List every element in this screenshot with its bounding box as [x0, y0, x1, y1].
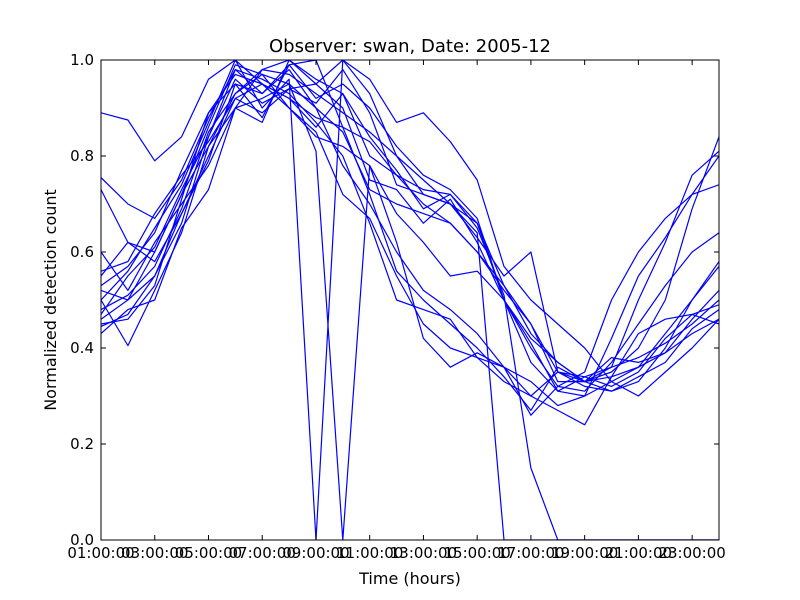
x-axis: 01:00:0003:00:0005:00:0007:00:0009:00:00… [67, 60, 726, 562]
series-line-4 [101, 83, 719, 416]
series-line-3 [101, 73, 719, 407]
x-tick-label-8: 15:00:00 [443, 544, 510, 562]
y-tick-label-6: 1.0 [70, 51, 94, 69]
series-line-8 [101, 64, 719, 426]
y-tick-label-4: 0.6 [70, 243, 94, 261]
x-tick-label-10: 19:00:00 [551, 544, 618, 562]
series-line-15 [101, 73, 719, 540]
y-tick-label-3: 0.4 [70, 339, 94, 357]
series-line-13 [101, 60, 719, 540]
x-tick-label-6: 11:00:00 [336, 544, 403, 562]
y-tick-label-5: 0.8 [70, 147, 94, 165]
x-tick-label-5: 09:00:00 [282, 544, 349, 562]
series-line-9 [101, 60, 719, 411]
x-tick-label-2: 03:00:00 [121, 544, 188, 562]
x-tick-label-1: 01:00:00 [67, 544, 134, 562]
x-tick-label-11: 21:00:00 [605, 544, 672, 562]
chart-title: Observer: swan, Date: 2005-12 [269, 36, 551, 57]
y-tick-label-1: 0.0 [70, 531, 94, 549]
y-axis: 0.0 0.2 0.4 0.6 0.8 1.0 [70, 51, 719, 549]
x-tick-label-4: 07:00:00 [229, 544, 296, 562]
series-line-5 [101, 60, 719, 392]
y-axis-label: Normalized detection count [41, 189, 60, 411]
series-line-6 [101, 68, 719, 397]
y-tick-label-2: 0.2 [70, 435, 94, 453]
x-tick-label-12: 23:00:00 [658, 544, 725, 562]
series-layer [101, 60, 719, 540]
series-line-7 [101, 83, 719, 540]
x-tick-label-9: 17:00:00 [497, 544, 564, 562]
x-tick-label-7: 13:00:00 [390, 544, 457, 562]
x-tick-label-3: 05:00:00 [175, 544, 242, 562]
x-axis-label: Time (hours) [358, 569, 461, 588]
plot-frame [100, 59, 720, 541]
series-line-12 [101, 64, 719, 392]
series-line-16 [101, 83, 719, 392]
